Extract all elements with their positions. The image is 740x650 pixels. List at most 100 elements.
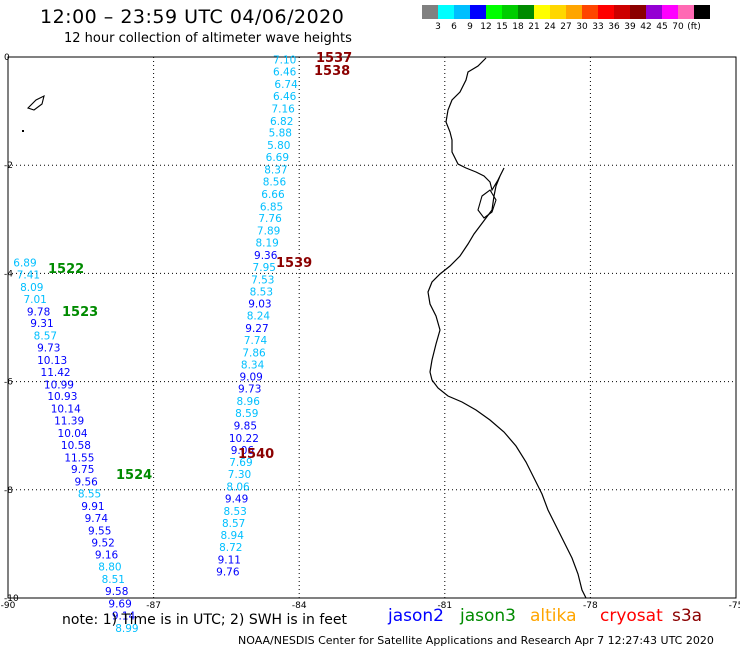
color-scale-label: 9 bbox=[467, 22, 473, 32]
color-scale-label: 12 bbox=[480, 22, 492, 32]
swh-value: 8.99 bbox=[115, 623, 138, 635]
swh-value: 8.80 bbox=[98, 562, 121, 574]
color-scale-label: 27 bbox=[560, 22, 572, 32]
map-frame bbox=[7, 56, 737, 599]
orbit-label: 1537 bbox=[316, 51, 352, 66]
color-scale-label: 36 bbox=[608, 22, 620, 32]
x-tick-label: -81 bbox=[437, 601, 452, 611]
swh-value: 8.53 bbox=[223, 506, 246, 518]
color-swatch bbox=[454, 5, 470, 19]
swh-value: 9.78 bbox=[27, 306, 50, 318]
map-title: 12:00 – 23:59 UTC 04/06/2020 bbox=[40, 6, 345, 28]
swh-value: 10.93 bbox=[47, 391, 77, 403]
y-tick-label: 0 bbox=[4, 53, 10, 63]
x-tick-label: -78 bbox=[583, 601, 598, 611]
swh-value: 11.42 bbox=[41, 367, 71, 379]
swh-value: 8.06 bbox=[226, 482, 250, 494]
color-scale-label: 70 bbox=[672, 22, 684, 32]
swh-value: 9.55 bbox=[88, 525, 111, 537]
color-swatch bbox=[518, 5, 534, 19]
swh-value: 6.66 bbox=[261, 189, 285, 201]
swh-value: 8.57 bbox=[34, 331, 57, 343]
footer-note: note: 1) Time is in UTC; 2) SWH is in fe… bbox=[62, 612, 348, 628]
swh-value: 8.24 bbox=[247, 311, 271, 323]
swh-value: 6.74 bbox=[274, 79, 298, 91]
color-scale-label: 6 bbox=[451, 22, 457, 32]
island-outline bbox=[26, 94, 45, 111]
swh-value: 8.51 bbox=[102, 574, 125, 586]
swh-value: 7.53 bbox=[251, 274, 274, 286]
axis-ticks: -90 -87 -84 -81 -78 -75 0 -2 -4 -6 -8 -10 bbox=[1, 53, 740, 611]
color-swatch bbox=[502, 5, 518, 19]
swh-value: 8.72 bbox=[219, 542, 242, 554]
swh-value: 9.73 bbox=[37, 343, 60, 355]
x-tick-label: -87 bbox=[146, 601, 161, 611]
swh-value: 9.14 bbox=[112, 610, 136, 622]
swh-value: 9.56 bbox=[74, 477, 98, 489]
swh-value: 6.46 bbox=[273, 91, 297, 103]
y-tick-label: -10 bbox=[4, 594, 19, 604]
color-swatch bbox=[630, 5, 646, 19]
swh-value: 8.53 bbox=[250, 286, 273, 298]
coastline bbox=[22, 57, 587, 599]
swh-value: 7.89 bbox=[257, 226, 280, 238]
swh-value: 8.96 bbox=[237, 396, 261, 408]
color-swatch bbox=[534, 5, 550, 19]
orbit-label: 1523 bbox=[62, 305, 98, 320]
orbit-label: 1540 bbox=[238, 447, 274, 462]
orbit-label: 1524 bbox=[116, 468, 152, 483]
color-swatch bbox=[678, 5, 694, 19]
orbit-label: 1539 bbox=[276, 256, 312, 271]
swh-value: 6.85 bbox=[260, 201, 283, 213]
swh-value: 7.30 bbox=[228, 469, 251, 481]
swh-value: 7.16 bbox=[271, 103, 295, 115]
swh-value: 9.36 bbox=[254, 250, 278, 262]
swh-value: 10.14 bbox=[51, 404, 81, 416]
color-swatch bbox=[582, 5, 598, 19]
swh-value: 10.58 bbox=[61, 440, 91, 452]
swh-value: 9.27 bbox=[245, 323, 268, 335]
color-scale-bar bbox=[422, 5, 710, 19]
x-tick-label: -90 bbox=[1, 601, 16, 611]
swh-value: 6.69 bbox=[266, 152, 289, 164]
y-tick-label: -2 bbox=[4, 161, 13, 171]
swh-value: 9.69 bbox=[108, 598, 131, 610]
satellite-name: s3a bbox=[672, 606, 703, 626]
swh-value: 7.41 bbox=[17, 269, 40, 281]
swh-value: 9.11 bbox=[218, 555, 241, 567]
swh-value: 9.75 bbox=[71, 464, 94, 476]
color-scale-label: 15 bbox=[496, 22, 508, 32]
color-swatch bbox=[694, 5, 710, 19]
satellite-name: altika bbox=[530, 606, 577, 626]
swh-value: 8.94 bbox=[221, 530, 245, 542]
satellite-name: jason3 bbox=[460, 606, 516, 626]
color-scale-label: 21 bbox=[528, 22, 540, 32]
color-swatch bbox=[646, 5, 662, 19]
swh-value: 10.22 bbox=[229, 433, 259, 445]
swh-value: 8.19 bbox=[255, 238, 278, 250]
swh-value: 11.39 bbox=[54, 416, 84, 428]
swh-value: 8.56 bbox=[263, 176, 287, 188]
swh-value: 5.80 bbox=[267, 140, 290, 152]
swh-value: 9.03 bbox=[248, 299, 271, 311]
y-tick-label: -8 bbox=[4, 486, 13, 496]
satellite-name: jason2 bbox=[388, 606, 444, 626]
islet bbox=[22, 130, 24, 132]
coastline-path bbox=[427, 57, 587, 599]
swh-value: 7.95 bbox=[253, 262, 276, 274]
swh-value: 9.74 bbox=[85, 513, 109, 525]
color-swatch bbox=[598, 5, 614, 19]
swh-value: 9.76 bbox=[216, 566, 240, 578]
swh-value: 9.85 bbox=[234, 420, 257, 432]
color-scale-label: 18 bbox=[512, 22, 524, 32]
color-scale-label: 39 bbox=[624, 22, 636, 32]
credit-line: NOAA/NESDIS Center for Satellite Applica… bbox=[238, 634, 714, 647]
map-grid bbox=[7, 56, 737, 599]
color-swatch bbox=[550, 5, 566, 19]
swh-value: 8.57 bbox=[222, 518, 245, 530]
y-tick-label: -6 bbox=[4, 378, 13, 388]
gulf-island bbox=[477, 189, 497, 219]
swh-value: 8.09 bbox=[20, 282, 43, 294]
swh-value: 8.37 bbox=[264, 165, 287, 177]
